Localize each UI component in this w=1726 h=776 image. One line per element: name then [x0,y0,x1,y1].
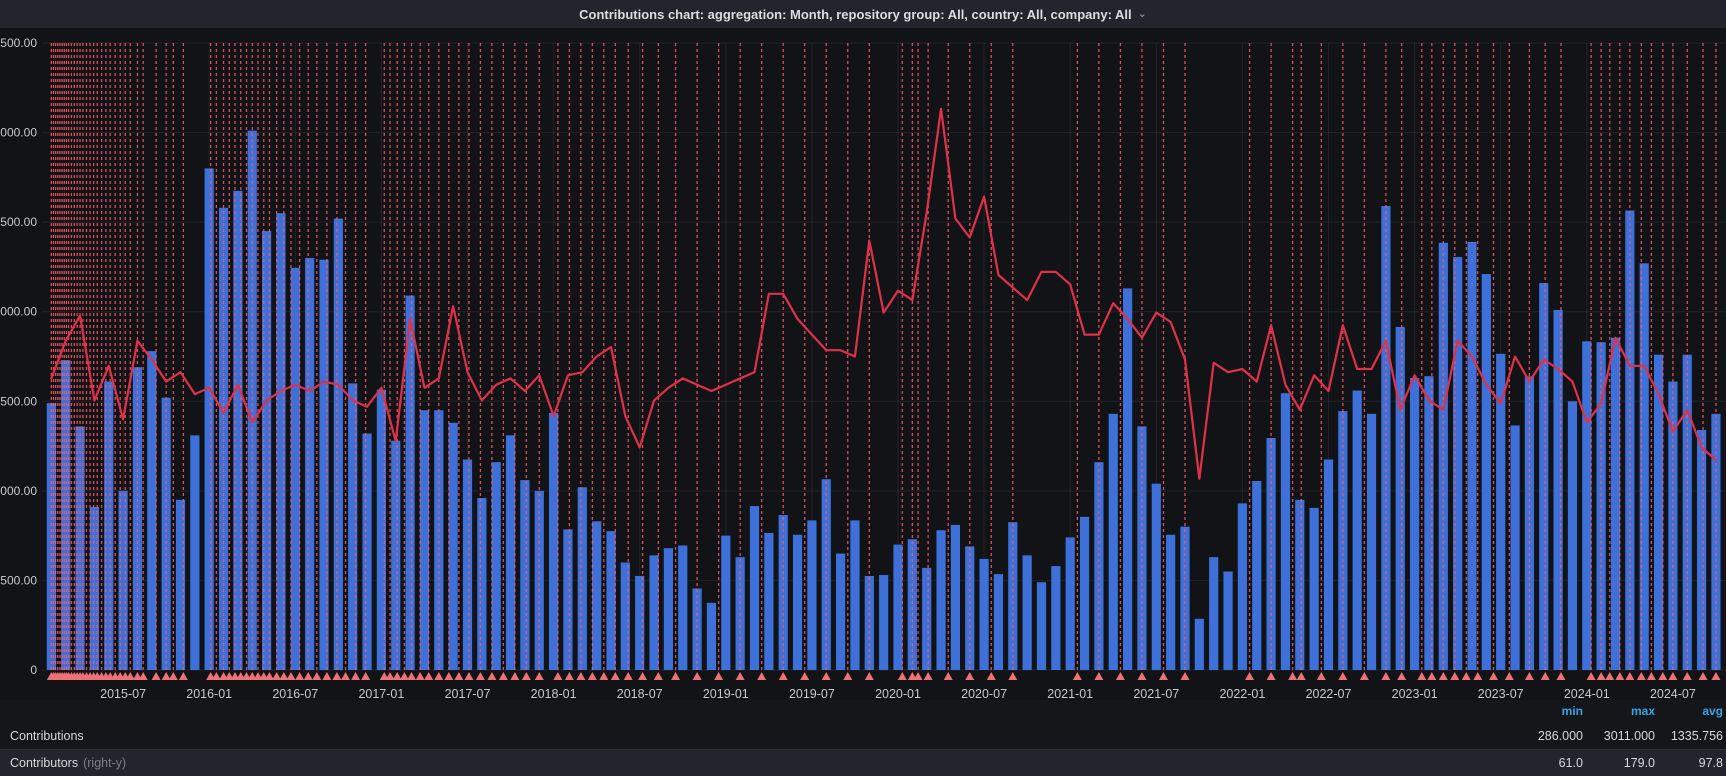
svg-text:2018-01: 2018-01 [531,687,577,700]
chevron-down-icon[interactable]: ⌄ [1137,7,1147,20]
legend: min max avg Contributions 286.000 3011.0… [0,700,1726,776]
svg-text:2016-01: 2016-01 [186,687,232,700]
svg-text:2024-01: 2024-01 [1564,687,1610,700]
svg-text:2000.00: 2000.00 [0,305,37,319]
svg-text:3000.00: 3000.00 [0,126,37,140]
svg-text:2024-07: 2024-07 [1650,687,1696,700]
svg-text:2017-07: 2017-07 [445,687,491,700]
svg-text:2017-01: 2017-01 [358,687,404,700]
svg-text:2019-07: 2019-07 [789,687,835,700]
panel-title: Contributions chart: aggregation: Month,… [579,6,1132,22]
svg-text:2022-01: 2022-01 [1219,687,1265,700]
legend-header-row: min max avg [0,700,1726,722]
svg-text:2019-01: 2019-01 [703,687,749,700]
legend-min-contributions: 286.000 [1537,728,1583,743]
svg-text:3500.00: 3500.00 [0,36,37,50]
legend-header-max[interactable]: max [1630,704,1655,718]
svg-text:2023-07: 2023-07 [1478,687,1524,700]
svg-text:2020-01: 2020-01 [875,687,921,700]
svg-text:2021-01: 2021-01 [1047,687,1093,700]
legend-avg-contributions: 1335.756 [1670,728,1723,743]
legend-row-contributions: Contributions 286.000 3011.000 1335.756 [0,722,1726,749]
legend-min-contributors: 61.0 [1558,756,1583,770]
legend-header-avg[interactable]: avg [1702,704,1723,718]
legend-label-contributions[interactable]: Contributions [10,728,84,743]
chart-area[interactable]: 0 500.00 1000.00 1500.00 2000.00 2500.00 3000.… [0,28,1726,701]
svg-text:2022-07: 2022-07 [1306,687,1352,700]
legend-label-contributors[interactable]: Contributors [10,756,79,770]
legend-max-contributors: 179.0 [1623,756,1655,770]
svg-text:500.00: 500.00 [0,573,37,587]
svg-text:2015-07: 2015-07 [100,687,146,700]
svg-text:1500.00: 1500.00 [0,394,37,408]
svg-text:0: 0 [30,663,37,677]
svg-text:2020-07: 2020-07 [961,687,1007,700]
svg-text:2021-07: 2021-07 [1133,687,1179,700]
svg-text:2500.00: 2500.00 [0,215,37,229]
svg-text:2018-07: 2018-07 [617,687,663,700]
panel-title-bar[interactable]: Contributions chart: aggregation: Month,… [0,0,1726,28]
legend-header-min[interactable]: min [1561,704,1583,718]
chart-svg: 0 500.00 1000.00 1500.00 2000.00 2500.00 3000.… [0,36,1726,701]
legend-max-contributions: 3011.000 [1603,728,1655,743]
svg-text:2023-01: 2023-01 [1392,687,1438,700]
legend-row-contributors: Contributors (right-y) 61.0 179.0 97.8 [0,749,1726,776]
legend-label-right-y: (right-y) [83,756,127,770]
svg-text:2016-07: 2016-07 [272,687,318,700]
legend-avg-contributors: 97.8 [1698,756,1723,770]
svg-text:1000.00: 1000.00 [0,484,37,498]
